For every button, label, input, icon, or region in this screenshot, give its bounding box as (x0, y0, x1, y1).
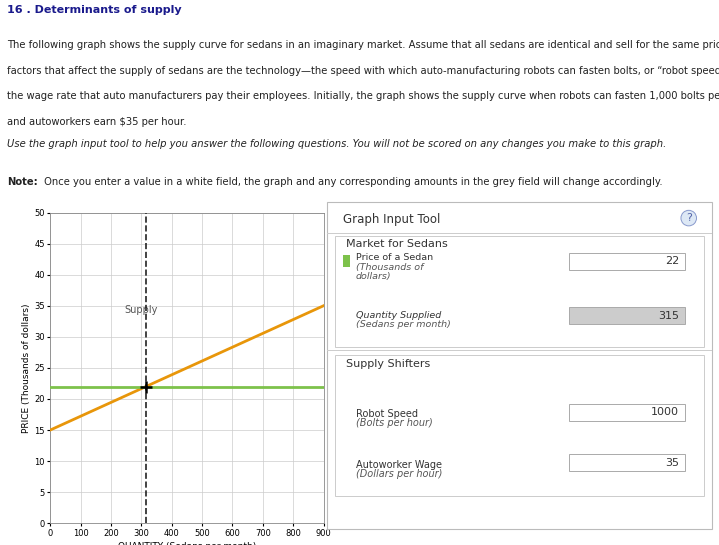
FancyBboxPatch shape (327, 202, 712, 529)
Text: and autoworkers earn $35 per hour.: and autoworkers earn $35 per hour. (7, 117, 187, 127)
Text: Price of a Sedan: Price of a Sedan (356, 253, 433, 262)
Text: Robot Speed: Robot Speed (356, 409, 418, 419)
FancyBboxPatch shape (569, 404, 685, 421)
Text: Market for Sedans: Market for Sedans (347, 239, 448, 249)
Text: The following graph shows the supply curve for sedans in an imaginary market. As: The following graph shows the supply cur… (7, 40, 719, 50)
Text: (Bolts per hour): (Bolts per hour) (356, 418, 433, 428)
FancyBboxPatch shape (335, 355, 704, 496)
Text: Supply Shifters: Supply Shifters (347, 359, 431, 368)
Text: (Sedans per month): (Sedans per month) (356, 320, 451, 329)
FancyBboxPatch shape (342, 255, 350, 267)
Text: ?: ? (686, 213, 692, 223)
Text: Quantity Supplied: Quantity Supplied (356, 311, 441, 320)
X-axis label: QUANTITY (Sedans per month): QUANTITY (Sedans per month) (118, 542, 256, 545)
Text: 22: 22 (665, 256, 679, 266)
Y-axis label: PRICE (Thousands of dollars): PRICE (Thousands of dollars) (22, 303, 32, 433)
Text: (Dollars per hour): (Dollars per hour) (356, 469, 442, 479)
FancyBboxPatch shape (569, 307, 685, 324)
FancyBboxPatch shape (335, 236, 704, 347)
Text: Once you enter a value in a white field, the graph and any corresponding amounts: Once you enter a value in a white field,… (41, 177, 663, 187)
Text: 1000: 1000 (651, 407, 679, 417)
Text: Note:: Note: (7, 177, 38, 187)
Text: 16 . Determinants of supply: 16 . Determinants of supply (7, 5, 182, 15)
Text: (Thousands of: (Thousands of (356, 263, 423, 272)
Text: 315: 315 (658, 311, 679, 321)
Text: Use the graph input tool to help you answer the following questions. You will no: Use the graph input tool to help you ans… (7, 139, 667, 149)
Text: the wage rate that auto manufacturers pay their employees. Initially, the graph : the wage rate that auto manufacturers pa… (7, 91, 719, 101)
Text: dollars): dollars) (356, 272, 392, 281)
Text: factors that affect the supply of sedans are the technology—the speed with which: factors that affect the supply of sedans… (7, 65, 719, 76)
Text: Supply: Supply (124, 305, 158, 315)
FancyBboxPatch shape (569, 455, 685, 471)
Text: 35: 35 (665, 458, 679, 468)
Text: Graph Input Tool: Graph Input Tool (342, 213, 440, 226)
Text: Autoworker Wage: Autoworker Wage (356, 460, 442, 470)
FancyBboxPatch shape (569, 253, 685, 270)
